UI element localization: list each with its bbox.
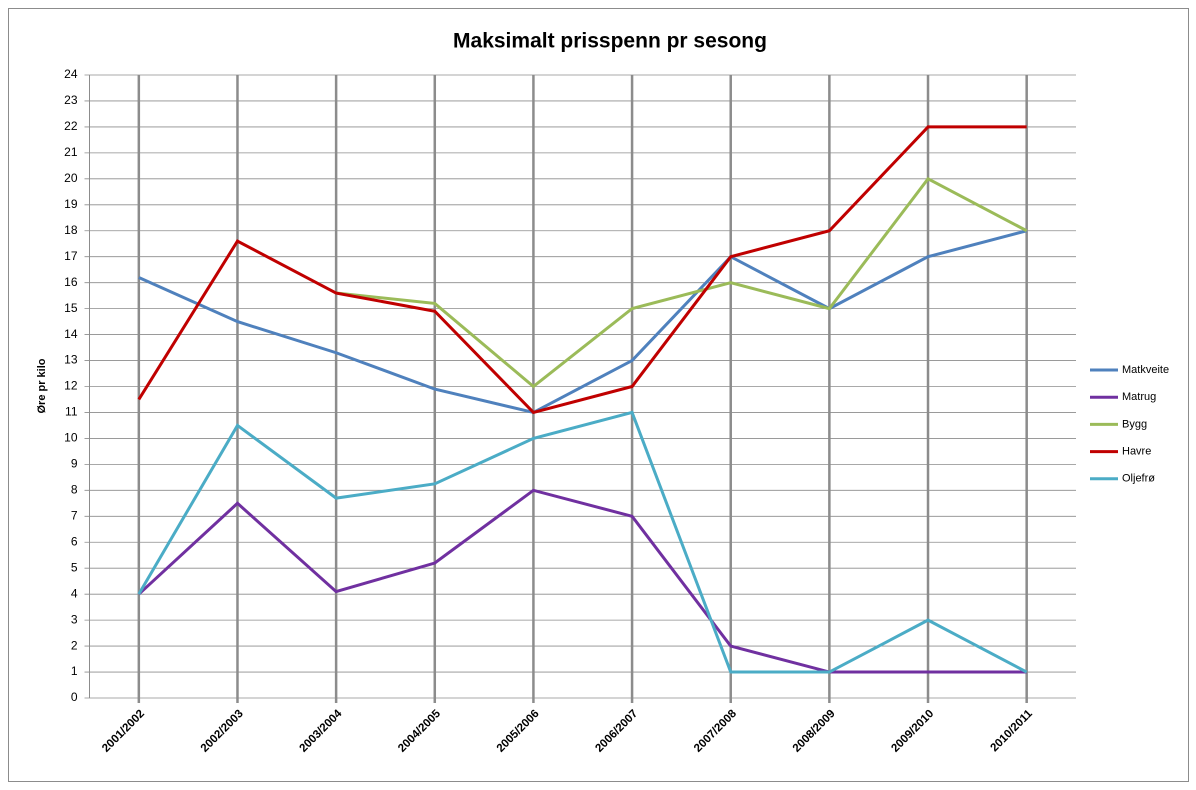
series-line: [137, 125, 1027, 415]
series-line: [335, 176, 1028, 389]
y-tick-label: 0: [71, 690, 78, 704]
y-tick-label: 14: [64, 327, 78, 341]
y-tick-label: 12: [64, 379, 78, 393]
y-tick-label: 17: [64, 249, 78, 263]
y-tick-label: 6: [71, 534, 78, 548]
y-tick-label: 7: [71, 508, 78, 522]
y-tick-label: 2: [71, 638, 78, 652]
y-tick-label: 9: [71, 457, 78, 471]
y-tick-label: 21: [64, 145, 78, 159]
y-tick-label: 13: [64, 353, 78, 367]
y-tick-label: 22: [64, 119, 78, 133]
y-tick-label: 24: [64, 67, 78, 81]
legend-label: Matkveite: [1122, 364, 1169, 376]
y-tick-label: 5: [71, 560, 78, 574]
y-tick-label: 10: [64, 431, 78, 445]
y-tick-label: 23: [64, 93, 78, 107]
y-tick-label: 3: [71, 612, 78, 626]
legend-label: Oljefrø: [1122, 473, 1155, 485]
y-tick-label: 8: [71, 483, 78, 497]
legend-label: Matrug: [1122, 391, 1156, 403]
y-tick-label: 11: [65, 405, 78, 419]
y-tick-label: 19: [64, 197, 78, 211]
legend-label: Havre: [1122, 446, 1151, 458]
legend-label: Bygg: [1122, 418, 1147, 430]
series-line: [137, 410, 1028, 674]
y-tick-label: 15: [64, 301, 78, 315]
y-tick-label: 16: [64, 275, 78, 289]
y-axis-label: Øre pr kilo: [36, 358, 48, 413]
series-line: [137, 488, 1027, 674]
y-tick-label: 20: [64, 171, 78, 185]
y-tick-label: 4: [71, 586, 78, 600]
y-tick-label: 1: [71, 664, 78, 678]
series-line: [138, 229, 1028, 415]
chart-title: Maksimalt prisspenn pr sesong: [453, 30, 767, 53]
y-tick-label: 18: [64, 223, 78, 237]
